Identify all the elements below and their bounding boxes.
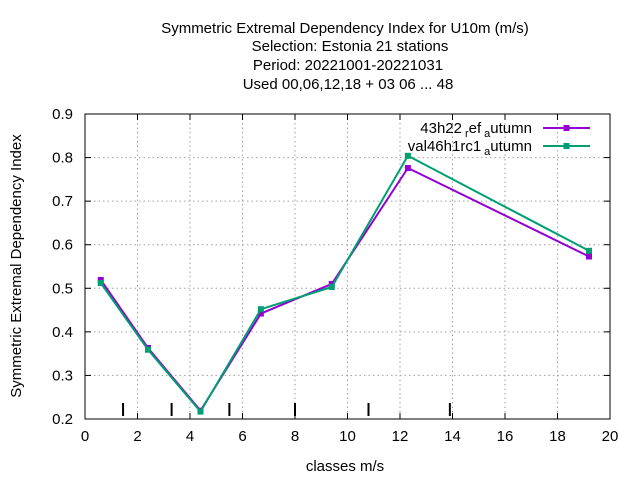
x-tick-label: 18 (549, 428, 566, 445)
y-tick-label: 0.3 (52, 367, 73, 384)
x-tick-label: 12 (392, 428, 409, 445)
data-point (97, 277, 104, 284)
legend-marker-2 (563, 143, 570, 149)
data-point (257, 306, 264, 313)
series-line-1 (99, 167, 590, 412)
x-tick-label: 10 (339, 428, 356, 445)
data-point (257, 310, 264, 317)
data-point (145, 346, 151, 353)
series-layer (97, 152, 592, 415)
x-tick-label: 16 (497, 428, 514, 445)
chart-title: Symmetric Extremal Dependency Index for … (161, 20, 529, 93)
grid (85, 114, 610, 419)
legend-label-2: val46h1rc1 autumn (408, 138, 532, 158)
legend: 43h22 ref autumn val46h1rc1 autumn (408, 120, 590, 158)
data-point (404, 152, 411, 159)
legend-label-1: 43h22 ref autumn (420, 120, 532, 140)
x-tick-label: 2 (133, 428, 141, 445)
class-markers (122, 403, 451, 416)
x-tick-label: 20 (602, 428, 619, 445)
x-axis-label: classes m/s (306, 458, 384, 475)
x-tick-label: 4 (186, 428, 194, 445)
data-point (328, 280, 335, 287)
x-tick-label: 6 (238, 428, 246, 445)
y-tick-label: 0.4 (52, 324, 73, 341)
y-tick-label: 0.7 (52, 193, 73, 210)
y-axis-ticks: 0.2 0.3 0.4 0.5 0.6 0.7 0.8 0.9 (52, 106, 610, 428)
y-tick-label: 0.9 (52, 106, 73, 123)
legend-entry-1: 43h22 ref autumn (420, 120, 590, 140)
legend-entry-2: val46h1rc1 autumn (408, 138, 590, 158)
series-line-2 (99, 154, 590, 413)
x-axis-ticks: 0 2 4 6 8 10 12 14 16 18 20 (81, 114, 619, 445)
data-point (586, 253, 592, 260)
data-point (586, 247, 592, 254)
title-line-4: Used 00,06,12,18 + 03 06 ... 48 (243, 76, 454, 93)
y-axis-label: Symmetric Extremal Dependency Index (8, 134, 25, 398)
y-tick-label: 0.6 (52, 237, 73, 254)
x-tick-label: 0 (81, 428, 89, 445)
series-2 (97, 152, 592, 415)
title-line-1: Symmetric Extremal Dependency Index for … (161, 20, 529, 37)
data-point (404, 165, 411, 172)
title-line-3: Period: 20221001-20221031 (253, 57, 443, 74)
data-point (328, 283, 335, 290)
data-point (197, 408, 204, 415)
legend-marker-1 (563, 125, 570, 131)
y-tick-label: 0.2 (52, 411, 73, 428)
title-line-2: Selection: Estonia 21 stations (252, 38, 449, 55)
y-tick-label: 0.8 (52, 150, 73, 167)
data-point (97, 280, 104, 287)
y-tick-label: 0.5 (52, 280, 73, 297)
x-tick-label: 8 (291, 428, 299, 445)
x-tick-label: 14 (444, 428, 461, 445)
